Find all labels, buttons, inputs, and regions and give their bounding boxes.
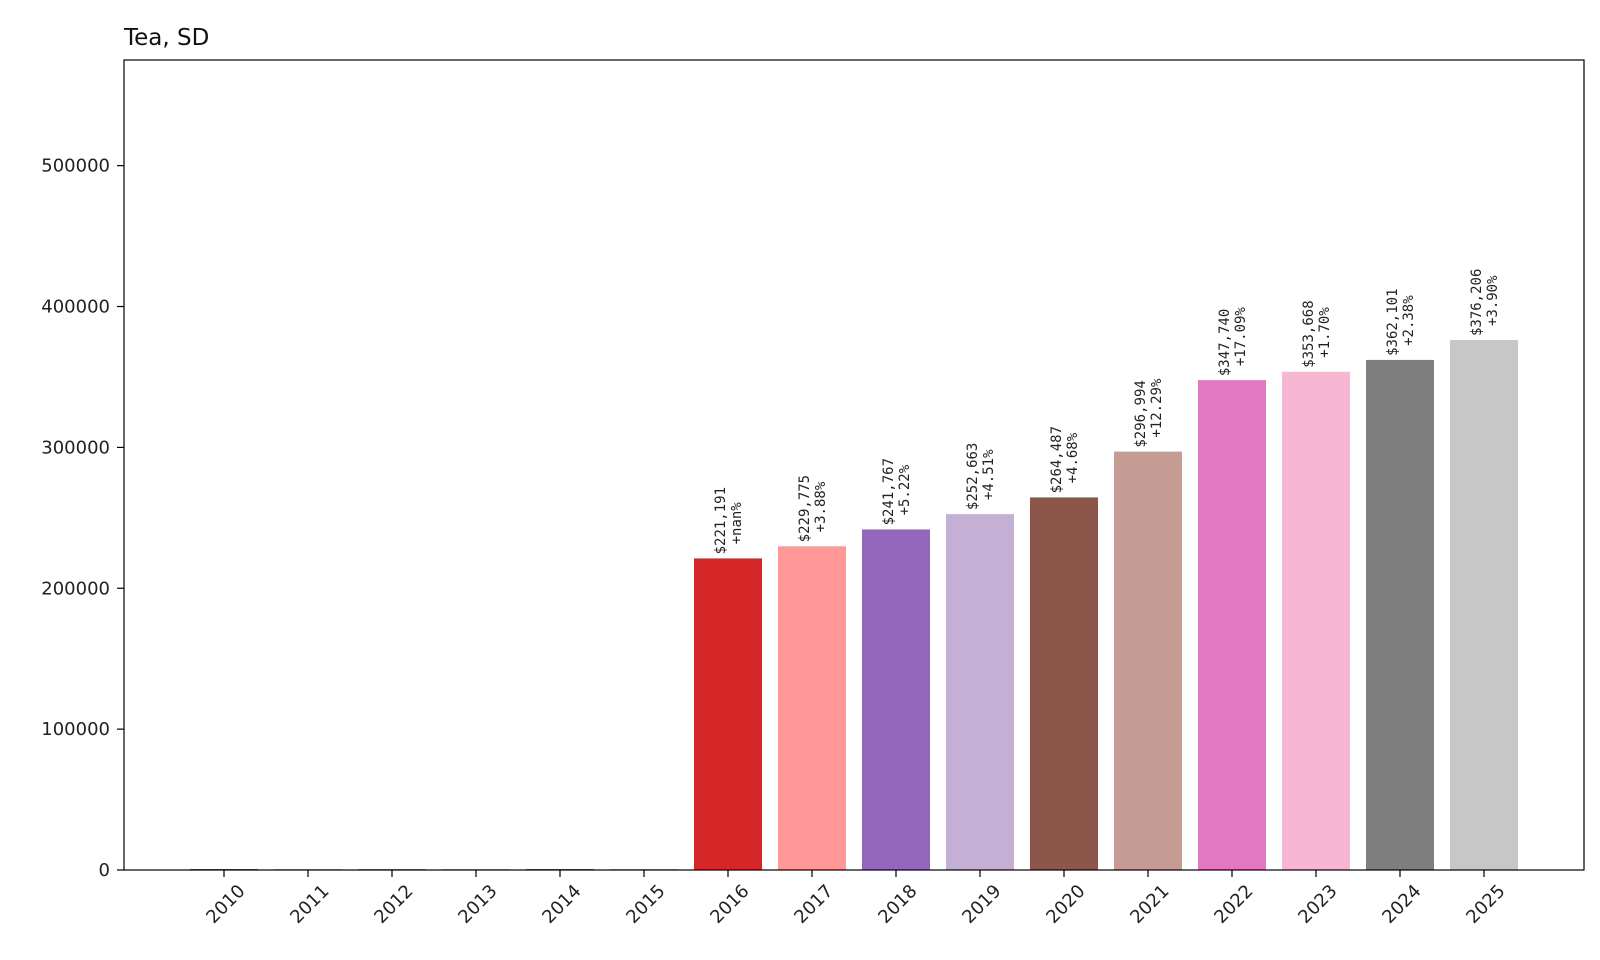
bars-group xyxy=(190,340,1518,870)
x-tick-label: 2012 xyxy=(370,881,417,928)
x-tick-label: 2016 xyxy=(706,881,753,928)
x-tick-label: 2015 xyxy=(622,881,669,928)
bar-2022 xyxy=(1198,380,1266,870)
bar-value-label: $296,994 xyxy=(1133,380,1149,447)
plot-frame xyxy=(123,59,1585,871)
bar-label-2016: $221,191 +nan% xyxy=(713,487,745,554)
x-axis: 2010 2011 2012 2013 2014 2015 2016 2017 2018 2019… xyxy=(202,870,1510,928)
bar-change-label: +nan% xyxy=(729,502,745,545)
bar-change-label: +3.90% xyxy=(1485,275,1501,326)
bar-label-2025: $376,206 +3.90% xyxy=(1469,269,1501,336)
chart-title: Tea, SD xyxy=(123,25,209,51)
bar-labels-group: $221,191 +nan% $229,775 +3.88% $241,767 +5.22… xyxy=(713,269,1501,555)
bar-value-label: $252,663 xyxy=(965,443,981,510)
x-tick-label: 2024 xyxy=(1378,881,1425,928)
bar-label-2024: $362,101 +2.38% xyxy=(1385,288,1417,355)
bar-change-label: +17.09% xyxy=(1233,307,1249,367)
x-tick-label: 2013 xyxy=(454,881,501,928)
bar-label-2017: $229,775 +3.88% xyxy=(797,475,829,542)
y-tick-label: 100000 xyxy=(41,719,110,740)
bar-change-label: +5.22% xyxy=(897,464,913,515)
bar-change-label: +3.88% xyxy=(813,481,829,532)
bar-value-label: $241,767 xyxy=(881,458,897,525)
bar-change-label: +2.38% xyxy=(1401,295,1417,346)
bar-2021 xyxy=(1114,451,1182,870)
y-tick-label: 0 xyxy=(99,860,110,881)
bar-value-label: $347,740 xyxy=(1217,309,1233,376)
x-tick-label: 2010 xyxy=(202,881,249,928)
bar-change-label: +12.29% xyxy=(1149,378,1165,438)
x-tick-label: 2022 xyxy=(1210,881,1257,928)
bar-2024 xyxy=(1366,359,1434,870)
bar-label-2022: $347,740 +17.09% xyxy=(1217,307,1249,377)
y-tick-label: 200000 xyxy=(41,578,110,599)
bar-label-2023: $353,668 +1.70% xyxy=(1301,300,1333,367)
bar-label-2018: $241,767 +5.22% xyxy=(881,458,913,525)
x-tick-label: 2017 xyxy=(790,881,837,928)
x-tick-label: 2014 xyxy=(538,881,585,928)
x-tick-label: 2023 xyxy=(1294,881,1341,928)
x-tick-label: 2011 xyxy=(286,881,333,928)
bar-2023 xyxy=(1282,371,1350,870)
bar-label-2019: $252,663 +4.51% xyxy=(965,443,997,510)
y-axis: 0 100000 200000 300000 400000 500000 xyxy=(41,156,124,881)
bar-2025 xyxy=(1450,340,1518,870)
bar-2019 xyxy=(946,514,1014,870)
bar-label-2021: $296,994 +12.29% xyxy=(1133,378,1165,448)
bar-change-label: +4.68% xyxy=(1065,432,1081,483)
bar-value-label: $353,668 xyxy=(1301,300,1317,367)
y-tick-label: 400000 xyxy=(41,297,110,318)
bar-2017 xyxy=(778,546,846,870)
x-tick-label: 2021 xyxy=(1126,881,1173,928)
bar-change-label: +1.70% xyxy=(1317,307,1333,358)
bar-value-label: $362,101 xyxy=(1385,288,1401,355)
x-tick-label: 2025 xyxy=(1462,881,1509,928)
bar-value-label: $221,191 xyxy=(713,487,729,554)
bar-change-label: +4.51% xyxy=(981,449,997,500)
bar-label-2020: $264,487 +4.68% xyxy=(1049,426,1081,493)
x-tick-label: 2020 xyxy=(1042,881,1089,928)
x-tick-label: 2019 xyxy=(958,881,1005,928)
x-tick-label: 2018 xyxy=(874,881,921,928)
bar-2020 xyxy=(1030,497,1098,870)
y-tick-label: 300000 xyxy=(41,437,110,458)
y-tick-label: 500000 xyxy=(41,156,110,177)
bar-value-label: $264,487 xyxy=(1049,426,1065,493)
bar-2018 xyxy=(862,529,930,870)
bar-value-label: $229,775 xyxy=(797,475,813,542)
bar-2016 xyxy=(694,558,762,870)
bar-value-label: $376,206 xyxy=(1469,269,1485,336)
